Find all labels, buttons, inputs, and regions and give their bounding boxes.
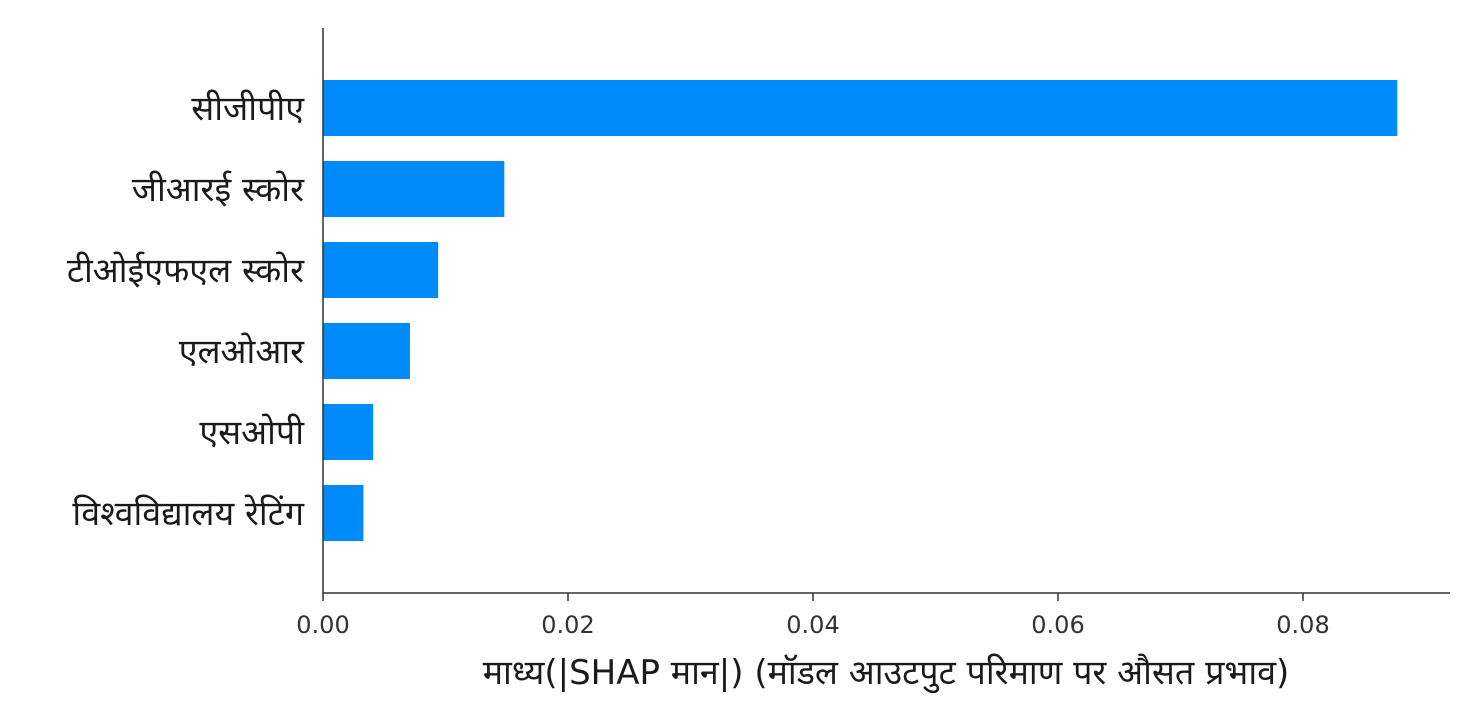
category-label-0: सीजीपीए [191, 89, 305, 129]
x-tick-label-1: 0.02 [541, 611, 594, 639]
x-tick-label-4: 0.08 [1276, 611, 1329, 639]
category-label-4: एसओपी [199, 413, 305, 453]
x-tick-label-3: 0.06 [1031, 611, 1084, 639]
category-label-1: जीआरई स्कोर [132, 170, 305, 210]
bar-4 [323, 404, 374, 460]
bar-5 [323, 485, 364, 541]
bar-3 [323, 323, 410, 379]
bar-1 [323, 161, 505, 217]
x-axis-title: माध्य(|SHAP मान|) (मॉडल आउटपुट परिमाण पर… [483, 653, 1290, 694]
category-label-2: टीओईएफएल स्कोर [67, 251, 305, 291]
x-tick-label-0: 0.00 [296, 611, 349, 639]
bars-layer [323, 80, 1398, 541]
category-label-3: एलओआर [179, 332, 305, 372]
x-tick-label-2: 0.04 [786, 611, 839, 639]
category-labels: सीजीपीए जीआरई स्कोर टीओईएफएल स्कोर एलओआर एसओ… [67, 89, 305, 534]
category-label-5: विश्वविद्यालय रेटिंग [72, 494, 304, 534]
x-ticks: 0.00 0.02 0.04 0.06 0.08 [296, 593, 1330, 639]
bar-2 [323, 242, 439, 298]
bar-0 [323, 80, 1398, 136]
